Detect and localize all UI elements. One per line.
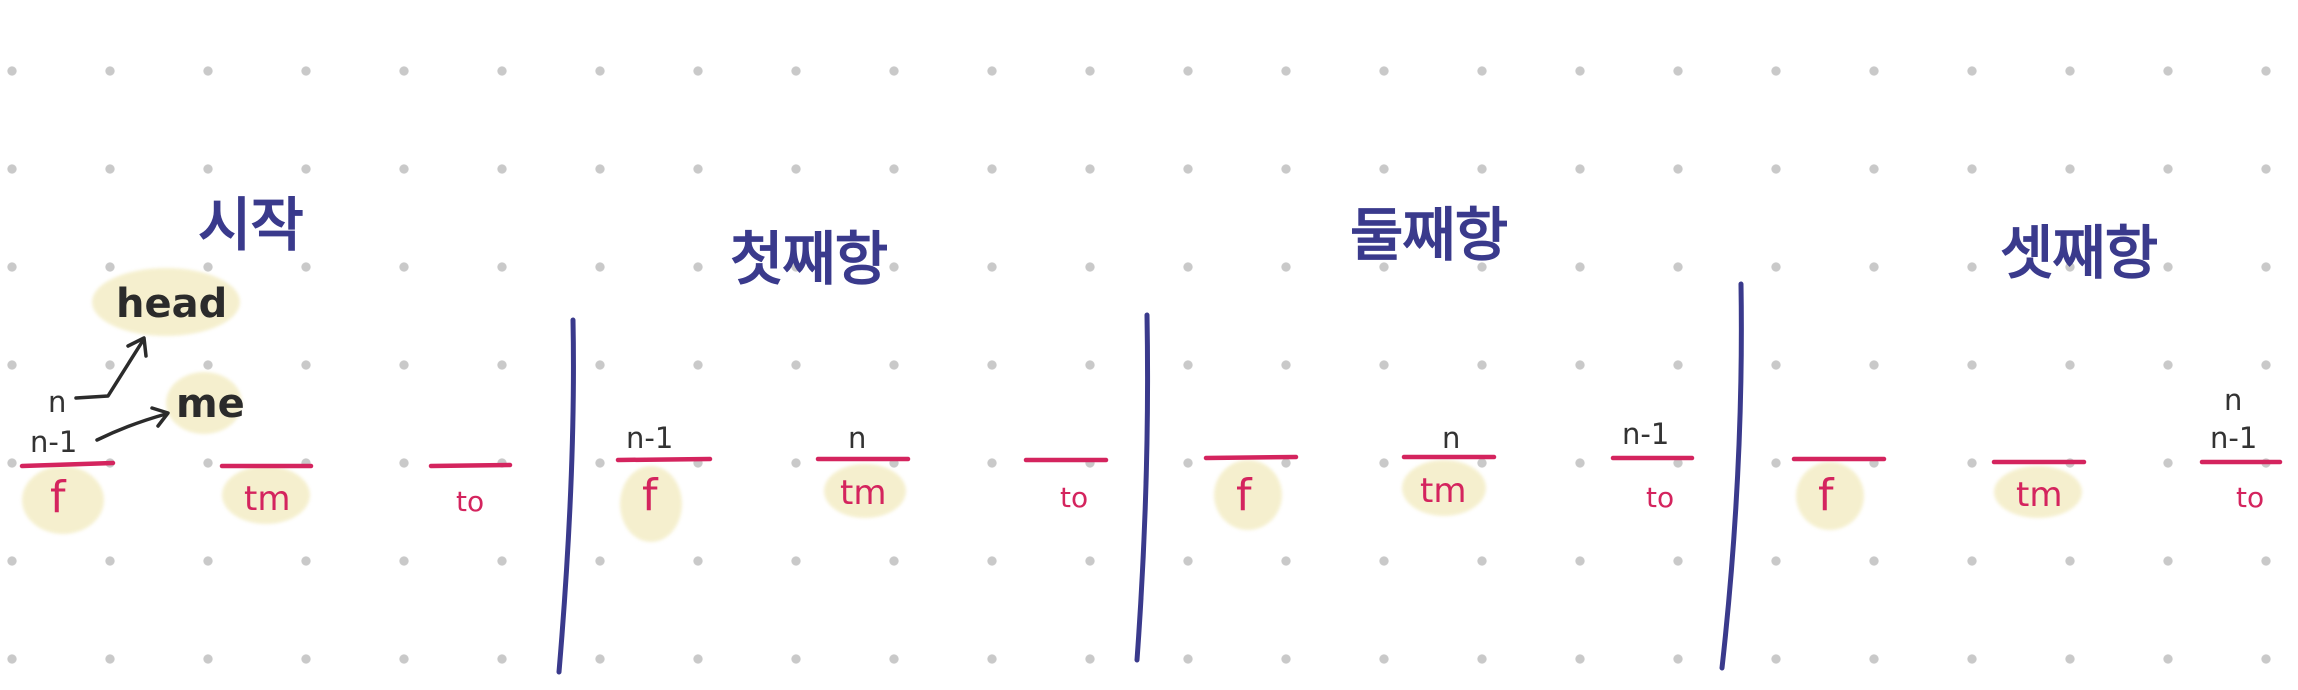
peg-label-to: to	[1060, 481, 1089, 514]
divider-1	[556, 317, 576, 675]
highlight-f	[620, 466, 682, 542]
peg-label-to: to	[456, 485, 485, 518]
panel-dividers	[556, 281, 1744, 675]
peg-label-tm: tm	[840, 473, 887, 513]
pointer-n: n	[2224, 383, 2243, 417]
pointer-n-1: n-1	[626, 421, 674, 455]
peg-label-f: f	[1236, 470, 1252, 521]
pointer-n: n	[848, 421, 867, 455]
peg-line	[615, 456, 713, 463]
pointer-n: n	[1442, 421, 1461, 455]
divider-2	[1134, 312, 1151, 663]
peg-label-tm: tm	[1420, 471, 1467, 511]
arrow-n-1-to-me	[95, 412, 168, 442]
peg-line	[1203, 454, 1299, 461]
highlight-tm	[1402, 460, 1486, 516]
label-me: me	[176, 381, 245, 427]
pointer-n: n	[48, 385, 67, 419]
highlight-f	[22, 466, 104, 534]
highlight-f	[1796, 462, 1864, 530]
peg-label-to: to	[1646, 481, 1675, 514]
panel-title-second-term: 둘째항	[1350, 201, 1508, 269]
highlight-tm	[824, 464, 906, 518]
highlight-tm	[222, 466, 310, 524]
panel-title-third-term: 셋째항	[2000, 219, 2158, 287]
panel-title-first-term: 첫째항	[730, 225, 888, 293]
peg-line	[428, 462, 513, 469]
highlight-me	[166, 372, 242, 434]
highlight-f	[1214, 460, 1282, 530]
peg-line	[19, 460, 116, 469]
pointer-n-1: n-1	[2210, 421, 2258, 455]
highlight-tm	[1994, 466, 2082, 518]
pointer-arrows	[74, 336, 170, 442]
label-head: head	[116, 281, 228, 327]
highlight-head	[92, 268, 240, 336]
peg-label-tm: tm	[2016, 475, 2063, 515]
peg-label-to: to	[2236, 481, 2265, 514]
arrow-me-tip	[150, 406, 170, 428]
pointer-n-1: n-1	[30, 425, 78, 459]
divider-3	[1719, 281, 1744, 671]
peg-label-tm: tm	[244, 479, 291, 519]
panel-title-start: 시작	[198, 191, 304, 259]
arrow-n-to-head	[74, 340, 144, 400]
peg-lines	[19, 454, 2283, 469]
peg-label-f: f	[50, 472, 66, 523]
peg-label-f: f	[1818, 470, 1834, 521]
peg-label-f: f	[642, 470, 658, 521]
arrow-head-tip	[126, 336, 148, 358]
pointer-n-1: n-1	[1622, 417, 1670, 451]
